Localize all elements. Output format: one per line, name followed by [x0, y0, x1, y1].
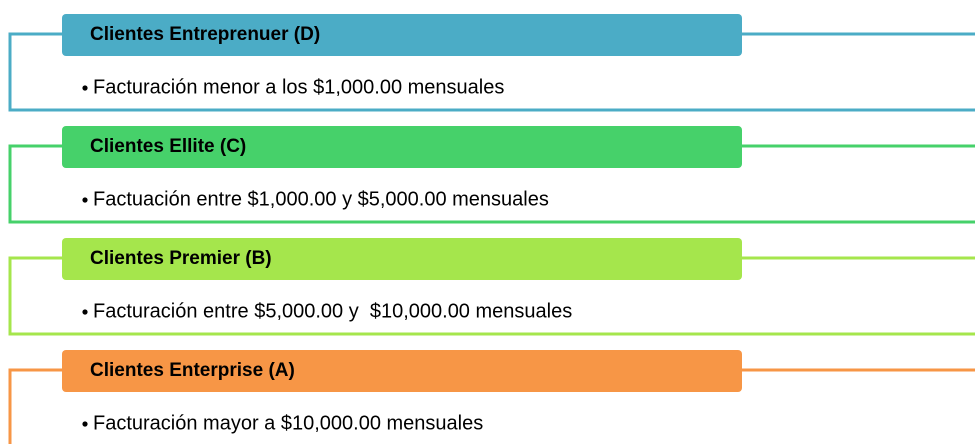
outline	[8, 144, 975, 224]
item-text: Facturación entre $5,000.00 y $10,000.00…	[93, 300, 572, 322]
bullet	[82, 197, 88, 203]
item-text: Factuación entre $1,000.00 y $5,000.00 m…	[93, 188, 549, 210]
item-text: Facturación menor a los $1,000.00 mensua…	[93, 76, 504, 98]
header-box	[62, 14, 742, 56]
bullet	[82, 309, 88, 315]
header-title: Clientes Premier (B)	[90, 248, 272, 269]
outline	[8, 32, 975, 112]
header-title: Clientes Enterprise (A)	[90, 360, 295, 381]
header-box	[62, 350, 742, 392]
header-box	[62, 238, 742, 280]
header-box	[62, 126, 742, 168]
bullet	[82, 85, 88, 91]
bullet	[82, 421, 88, 427]
header-title: Clientes Entreprenuer (D)	[90, 24, 320, 45]
header-title: Clientes Ellite (C)	[90, 136, 246, 157]
outline	[8, 256, 975, 336]
outline	[8, 368, 62, 444]
item-text: Facturación mayor a $10,000.00 mensuales	[93, 412, 483, 434]
